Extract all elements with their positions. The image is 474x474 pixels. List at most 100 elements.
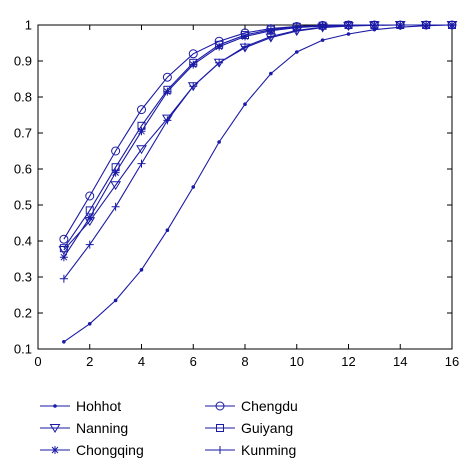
- data-point-chongqing: [137, 127, 146, 136]
- y-tick-label: 0.8: [14, 90, 32, 105]
- data-point-guiyang: [85, 206, 94, 215]
- data-point-kunming: [370, 21, 379, 29]
- y-tick-label: 0.3: [14, 270, 32, 285]
- x-tick-label: 2: [86, 354, 93, 369]
- legend-label-chengdu: Chengdu: [241, 398, 298, 414]
- data-point-kunming: [396, 21, 405, 29]
- legend-marker-guiyang: [216, 424, 224, 432]
- series-line-chengdu: [63, 24, 452, 240]
- data-point-guiyang: [189, 58, 198, 67]
- legend-label-hohhot: Hohhot: [76, 398, 121, 414]
- legend-marker-hohhot: [53, 404, 57, 408]
- data-point-chongqing: [215, 42, 224, 51]
- y-tick-label: 0.5: [14, 198, 32, 213]
- data-point-chongqing: [111, 168, 120, 177]
- data-point-chongqing: [85, 213, 94, 222]
- y-tick-label: 0.6: [14, 162, 32, 177]
- data-point-guiyang: [163, 85, 172, 94]
- data-point-kunming: [448, 21, 456, 29]
- legend-entry-kunming: Kunming: [205, 442, 296, 458]
- data-point-kunming: [344, 21, 353, 30]
- y-tick-label: 0.4: [14, 234, 32, 249]
- data-point-hohhot: [191, 185, 196, 189]
- legend: Hohhot Nanning Chongqing Chengdu Guiyang Kunm…: [40, 398, 298, 458]
- data-point-kunming: [163, 116, 172, 125]
- data-point-guiyang: [215, 40, 224, 49]
- legend-label-nanning: Nanning: [76, 420, 128, 436]
- y-tick-label: 0.9: [14, 54, 32, 69]
- legend-label-chongqing: Chongqing: [76, 442, 144, 458]
- data-point-chengdu: [162, 72, 172, 82]
- data-point-kunming: [137, 159, 146, 168]
- data-point-hohhot: [346, 32, 351, 36]
- data-point-hohhot: [320, 38, 325, 42]
- data-point-kunming: [318, 23, 327, 32]
- data-point-guiyang: [241, 31, 249, 40]
- series-line-nanning: [63, 24, 452, 251]
- x-tick-label: 10: [290, 354, 304, 369]
- data-point-chengdu: [85, 191, 95, 201]
- legend-entry-hohhot: Hohhot: [40, 398, 121, 414]
- data-point-kunming: [59, 274, 68, 283]
- legend-entry-nanning: Nanning: [40, 420, 128, 436]
- data-point-kunming: [241, 42, 249, 51]
- series-chongqing: [59, 21, 456, 262]
- x-tick-label: 4: [138, 354, 145, 369]
- data-point-kunming: [189, 82, 198, 91]
- series-line-guiyang: [63, 24, 452, 249]
- y-tick-label: 0.7: [14, 126, 32, 141]
- y-tick-label: 0.2: [14, 306, 32, 321]
- data-point-chengdu: [59, 234, 69, 244]
- data-point-chengdu: [188, 49, 198, 59]
- data-point-guiyang: [59, 244, 68, 253]
- data-point-hohhot: [62, 340, 66, 344]
- series-guiyang: [59, 21, 456, 253]
- data-point-hohhot: [243, 102, 247, 106]
- data-point-hohhot: [165, 228, 170, 232]
- data-point-kunming: [85, 240, 94, 249]
- data-point-chongqing: [189, 60, 198, 69]
- data-point-nanning: [136, 145, 147, 155]
- legend-marker-chengdu: [215, 401, 225, 411]
- plot-frame: [37, 24, 453, 350]
- series-nanning: [58, 21, 458, 255]
- data-point-kunming: [266, 32, 275, 41]
- data-point-hohhot: [217, 140, 221, 144]
- data-point-chengdu: [137, 105, 146, 115]
- data-point-guiyang: [111, 163, 120, 172]
- data-point-kunming: [292, 26, 301, 35]
- series-kunming: [59, 21, 456, 283]
- y-tick-label: 0.1: [14, 342, 32, 357]
- x-tick-label: 14: [393, 354, 407, 369]
- data-point-guiyang: [137, 121, 146, 130]
- legend-label-guiyang: Guiyang: [241, 420, 293, 436]
- legend-entry-chengdu: Chengdu: [205, 398, 298, 414]
- series-lines: [58, 20, 458, 344]
- data-point-chongqing: [266, 26, 275, 35]
- x-tick-label: 6: [190, 354, 197, 369]
- data-point-hohhot: [87, 322, 92, 326]
- data-point-nanning: [110, 181, 122, 191]
- x-tick-label: 0: [34, 354, 41, 369]
- series-line-kunming: [63, 24, 452, 280]
- data-point-hohhot: [294, 50, 299, 54]
- data-point-nanning: [58, 246, 70, 255]
- legend-marker-kunming: [216, 446, 224, 454]
- series-line-hohhot: [63, 24, 453, 343]
- series-chengdu: [59, 20, 457, 244]
- data-point-kunming: [422, 21, 431, 29]
- data-point-kunming: [215, 58, 224, 67]
- legend-entry-chongqing: Chongqing: [40, 442, 144, 458]
- legend-label-kunming: Kunming: [241, 442, 296, 458]
- data-point-hohhot: [139, 268, 144, 272]
- data-point-nanning: [161, 114, 173, 124]
- x-tick-label: 12: [341, 354, 355, 369]
- data-point-hohhot: [113, 298, 118, 303]
- data-point-chengdu: [111, 146, 121, 156]
- axis-ticks: 0 2 4 6 8 10 12 14 16 0.1 0.2 0.3 0.4 0.5 0.6 0.7 0.8 0.9…: [14, 18, 459, 370]
- data-point-chongqing: [163, 87, 172, 96]
- x-tick-label: 16: [445, 354, 459, 369]
- legend-marker-nanning: [49, 424, 61, 433]
- legend-entry-guiyang: Guiyang: [205, 420, 293, 436]
